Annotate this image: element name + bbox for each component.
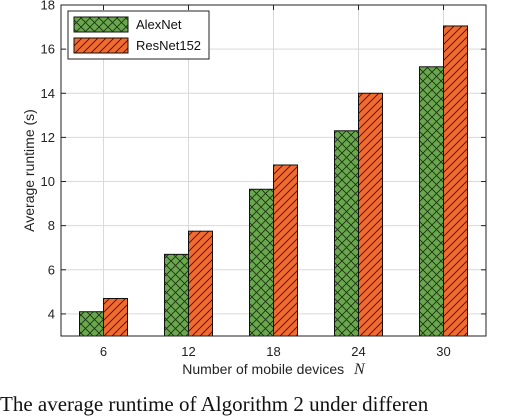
bar-alexnet-6 xyxy=(79,311,104,337)
bar-chart: 4 6 8 10 12 14 16 18 6 12 18 24 30 Average runtime … xyxy=(21,0,487,378)
x-axis-label: Number of mobile devices N xyxy=(182,361,366,378)
bar-alexnet-12 xyxy=(164,253,189,337)
x-axis-label-text: Number of mobile devices xyxy=(182,361,344,377)
x-tick-label: 12 xyxy=(181,344,195,359)
y-tick-label: 12 xyxy=(41,130,55,145)
legend-label-resnet152: ResNet152 xyxy=(136,38,201,53)
x-axis-label-symbol: N xyxy=(353,361,366,378)
bar-alexnet-24 xyxy=(334,130,359,337)
x-tick-label: 30 xyxy=(436,344,450,359)
y-tick-label: 6 xyxy=(48,262,55,277)
x-tick-label: 24 xyxy=(351,344,365,359)
bar-resnet152-18 xyxy=(273,164,298,337)
y-axis-label: Average runtime (s) xyxy=(21,109,37,232)
bar-resnet152-30 xyxy=(443,25,468,337)
legend-swatch-resnet152 xyxy=(73,37,129,54)
y-tick-label: 10 xyxy=(41,174,55,189)
figure-caption: The average runtime of Algorithm 2 under… xyxy=(0,392,429,416)
x-tick-label: 6 xyxy=(100,344,107,359)
bar-alexnet-30 xyxy=(419,66,444,337)
bar-alexnet-18 xyxy=(249,188,274,337)
y-tick-label: 14 xyxy=(41,86,55,101)
legend-swatch-alexnet xyxy=(73,16,129,33)
axis-ticks xyxy=(61,4,486,336)
y-tick-labels: 4 6 8 10 12 14 16 18 xyxy=(41,0,55,321)
bar-resnet152-12 xyxy=(188,230,213,337)
bar-resnet152-24 xyxy=(358,92,383,337)
legend: AlexNet ResNet152 xyxy=(67,10,210,60)
x-tick-labels: 6 12 18 24 30 xyxy=(100,344,451,359)
y-tick-label: 4 xyxy=(48,306,55,321)
legend-label-alexnet: AlexNet xyxy=(136,17,182,32)
y-tick-label: 18 xyxy=(41,0,55,13)
bar-resnet152-6 xyxy=(103,297,128,337)
y-tick-label: 8 xyxy=(48,218,55,233)
x-tick-label: 18 xyxy=(266,344,280,359)
y-tick-label: 16 xyxy=(41,42,55,57)
